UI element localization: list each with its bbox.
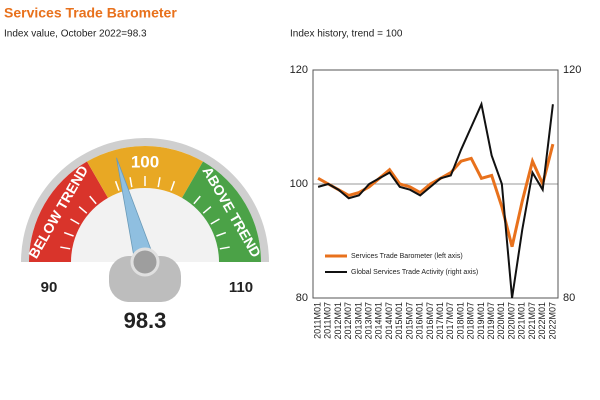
gauge-minor-tick [60,246,71,250]
x-tick-label: 2013M01 [353,302,363,340]
x-tick-label: 2018M07 [466,302,476,340]
gauge-pedestal [109,256,181,302]
gauge-minor-tick [193,195,201,205]
x-tick-label: 2016M07 [425,302,435,340]
legend-label: Services Trade Barometer (left axis) [351,253,463,260]
x-tick-label: 2012M01 [333,302,343,340]
x-tick-label: 2014M01 [374,302,384,340]
x-tick-label: 2015M01 [394,302,404,340]
gauge-minor-tick [70,218,80,225]
x-tick-label: 2020M07 [506,302,516,340]
gauge-minor-tick [157,177,161,188]
gauge-value: 98.3 [124,308,167,333]
gauge-band [182,161,261,262]
gauge-minor-tick [216,231,227,237]
gauge-minor-tick [210,218,220,225]
x-tick-label: 2022M07 [547,302,557,340]
gauge-minor-tick [78,206,88,214]
y-tick-label: 120 [290,64,308,76]
y-tick-label: 100 [290,178,308,190]
gauge-tick-label: 90 [41,279,58,296]
x-tick-label: 2020M01 [496,302,506,340]
gauge-minor-tick [219,246,230,250]
x-tick-label: 2011M01 [312,302,322,339]
x-tick-label: 2022M01 [537,302,547,340]
plot-frame [312,69,559,299]
gauge-minor-tick [202,206,212,214]
series-line [317,100,554,299]
legend-label: Global Services Trade Activity (right ax… [351,269,478,276]
y2-tick-label: 80 [563,292,575,304]
x-tick-label: 2014M07 [384,302,394,340]
y-tick-label: 80 [296,292,308,304]
x-tick-label: 2021M01 [517,302,527,340]
gauge-subtitle: Index value, October 2022=98.3 [4,29,147,40]
x-tick-label: 2013M07 [364,302,374,340]
x-tick-label: 2016M01 [415,302,425,340]
x-tick-label: 2015M07 [404,302,414,340]
series-line [317,143,555,248]
gauge-band [29,161,108,262]
gauge-hub [130,247,160,277]
x-tick-label: 2019M07 [486,302,496,340]
gauge-minor-tick [89,195,97,205]
gauge-band [87,145,203,198]
gauge-minor-tick [170,180,176,191]
x-tick-label: 2017M01 [435,302,445,340]
gauge-title: Services Trade Barometer [4,5,177,21]
gauge-minor-tick [114,180,120,191]
line-title: Index history, trend = 100 [290,29,403,40]
y2-tick-label: 120 [563,64,581,76]
x-tick-label: 2011M07 [323,302,333,339]
gauge-tick-label: 110 [229,279,253,296]
x-tick-label: 2021M07 [527,302,537,340]
x-tick-label: 2019M01 [476,302,486,340]
x-tick-label: 2018M01 [455,302,465,340]
band-label: 100 [131,152,159,171]
gauge-inner [71,188,219,262]
gauge-minor-tick [63,231,74,237]
x-tick-label: 2017M07 [445,302,455,340]
x-tick-label: 2012M07 [343,302,353,340]
gauge-minor-tick [129,177,133,188]
